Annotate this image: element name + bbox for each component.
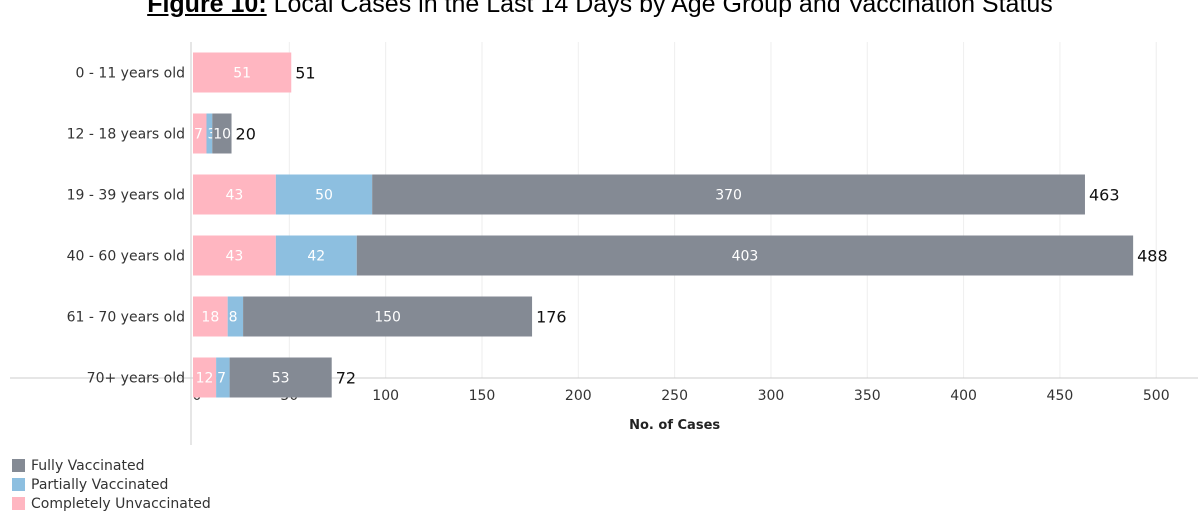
total-label-1: 20: [236, 125, 256, 144]
category-label-5: 70+ years old: [87, 371, 185, 387]
legend-label-fully: Fully Vaccinated: [31, 457, 145, 474]
bar-segment-unvaccinated-4: [193, 296, 228, 337]
segment-label-unvaccinated-4: 18: [201, 310, 219, 326]
segment-label-unvaccinated-5: 12: [196, 371, 214, 387]
bar-segment-fully-2: [372, 174, 1085, 215]
x-tick-label-500: 500: [1143, 388, 1170, 404]
bar-segment-unvaccinated-0: [193, 52, 292, 93]
segment-label-partially-5: 7: [217, 371, 226, 387]
x-tick-label-100: 100: [372, 388, 399, 404]
total-label-0: 51: [295, 64, 315, 83]
category-label-1: 12 - 18 years old: [67, 127, 185, 143]
x-tick-label-150: 150: [469, 388, 496, 404]
x-tick-label-400: 400: [950, 388, 977, 404]
figure-label: Figure 10:: [147, 0, 267, 18]
bar-segment-unvaccinated-1: [193, 113, 207, 154]
segment-label-partially-1: 3: [207, 127, 216, 143]
segment-label-partially-2: 50: [315, 188, 333, 204]
bar-segment-partially-5: [216, 357, 230, 398]
category-label-0: 0 - 11 years old: [76, 66, 185, 82]
x-tick-label-250: 250: [661, 388, 688, 404]
segment-label-partially-4: 8: [229, 310, 238, 326]
segment-label-unvaccinated-3: 43: [226, 249, 244, 265]
segment-label-fully-5: 53: [272, 371, 290, 387]
legend-swatch-unvaccinated: [12, 497, 25, 510]
x-tick-label-450: 450: [1047, 388, 1074, 404]
legend-swatch-fully: [12, 459, 25, 472]
legend-swatch-partially: [12, 478, 25, 491]
bar-segment-partially-1: [206, 113, 213, 154]
bar-segment-fully-3: [356, 235, 1134, 276]
segment-label-unvaccinated-2: 43: [226, 188, 244, 204]
segment-label-unvaccinated-0: 51: [233, 66, 251, 82]
total-label-5: 72: [336, 369, 356, 388]
segment-label-partially-3: 42: [307, 249, 325, 265]
legend-item-completely-unvaccinated: Completely Unvaccinated: [12, 494, 211, 513]
x-tick-label-350: 350: [854, 388, 881, 404]
title-text: Local Cases in the Last 14 Days by Age G…: [273, 0, 1053, 18]
bar-segment-fully-1: [212, 113, 232, 154]
total-label-2: 463: [1089, 186, 1120, 205]
total-label-3: 488: [1137, 247, 1168, 266]
segment-label-fully-1: 10: [213, 127, 231, 143]
segment-label-fully-2: 370: [715, 188, 742, 204]
legend-item-fully-vaccinated: Fully Vaccinated: [12, 456, 211, 475]
category-label-2: 19 - 39 years old: [67, 188, 185, 204]
bar-segment-partially-2: [275, 174, 373, 215]
chart-title: Figure 10: Local Cases in the Last 14 Da…: [0, 0, 1200, 19]
bar-segment-unvaccinated-3: [193, 235, 276, 276]
segment-label-fully-3: 403: [732, 249, 759, 265]
x-axis-title: No. of Cases: [629, 418, 720, 433]
legend-item-partially-vaccinated: Partially Vaccinated: [12, 475, 211, 494]
bar-segment-partially-3: [275, 235, 357, 276]
bar-segment-unvaccinated-5: [193, 357, 217, 398]
x-tick-label-200: 200: [565, 388, 592, 404]
chart-legend: Fully Vaccinated Partially Vaccinated Co…: [12, 456, 211, 513]
category-label-4: 61 - 70 years old: [67, 310, 185, 326]
x-tick-label-300: 300: [758, 388, 785, 404]
bar-segment-unvaccinated-2: [193, 174, 276, 215]
bar-segment-partially-4: [227, 296, 244, 337]
legend-label-partially: Partially Vaccinated: [31, 476, 169, 493]
bar-segment-fully-4: [243, 296, 533, 337]
bar-segment-fully-5: [229, 357, 332, 398]
legend-label-unvaccinated: Completely Unvaccinated: [31, 495, 211, 512]
total-label-4: 176: [536, 308, 567, 327]
category-label-3: 40 - 60 years old: [67, 249, 185, 265]
segment-label-unvaccinated-1: 7: [194, 127, 203, 143]
segment-label-fully-4: 150: [374, 310, 401, 326]
